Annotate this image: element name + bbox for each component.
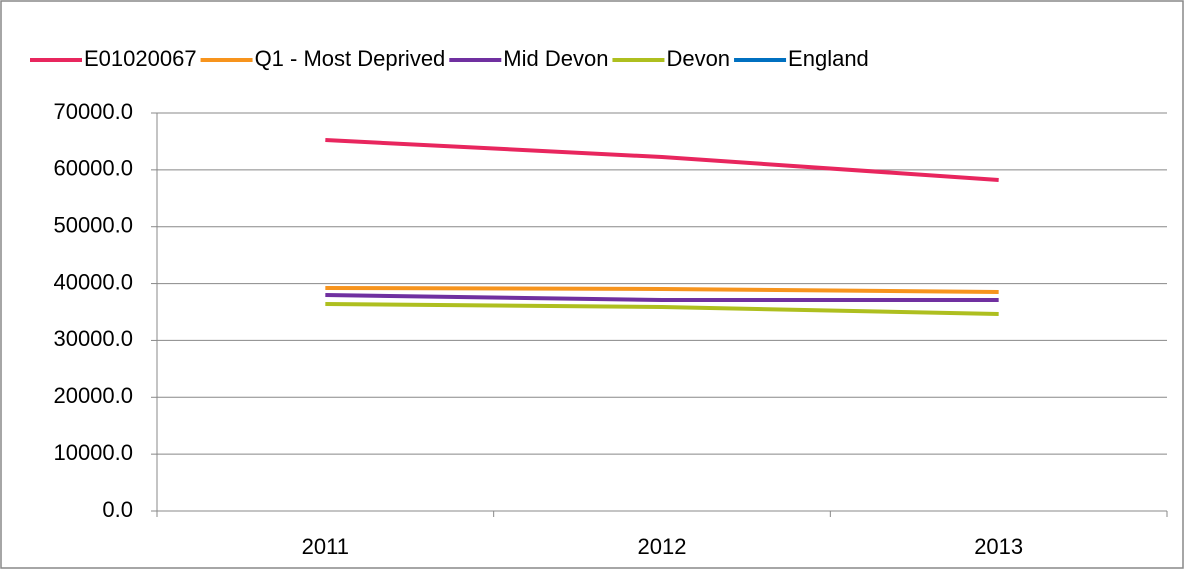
legend-label: Q1 - Most Deprived <box>255 46 446 71</box>
y-tick-label: 50000.0 <box>53 213 133 238</box>
legend-label: England <box>788 46 869 71</box>
series-line <box>325 293 999 303</box>
y-tick-label: 40000.0 <box>53 269 133 294</box>
series-line <box>325 302 999 316</box>
y-tick-label: 60000.0 <box>53 156 133 181</box>
x-tick-label: 2011 <box>302 534 349 559</box>
x-tick-label: 2012 <box>638 534 687 559</box>
x-tick-label: 2013 <box>974 534 1023 559</box>
legend-label: Devon <box>666 46 730 71</box>
y-tick-label: 20000.0 <box>53 383 133 408</box>
y-tick-label: 70000.0 <box>53 99 133 124</box>
y-tick-label: 0.0 <box>102 497 133 522</box>
legend-label: Mid Devon <box>503 46 608 71</box>
series-line <box>325 138 999 182</box>
y-tick-label: 10000.0 <box>53 440 133 465</box>
legend-label: E01020067 <box>84 46 197 71</box>
series-line <box>325 286 999 294</box>
y-tick-label: 30000.0 <box>53 326 133 351</box>
